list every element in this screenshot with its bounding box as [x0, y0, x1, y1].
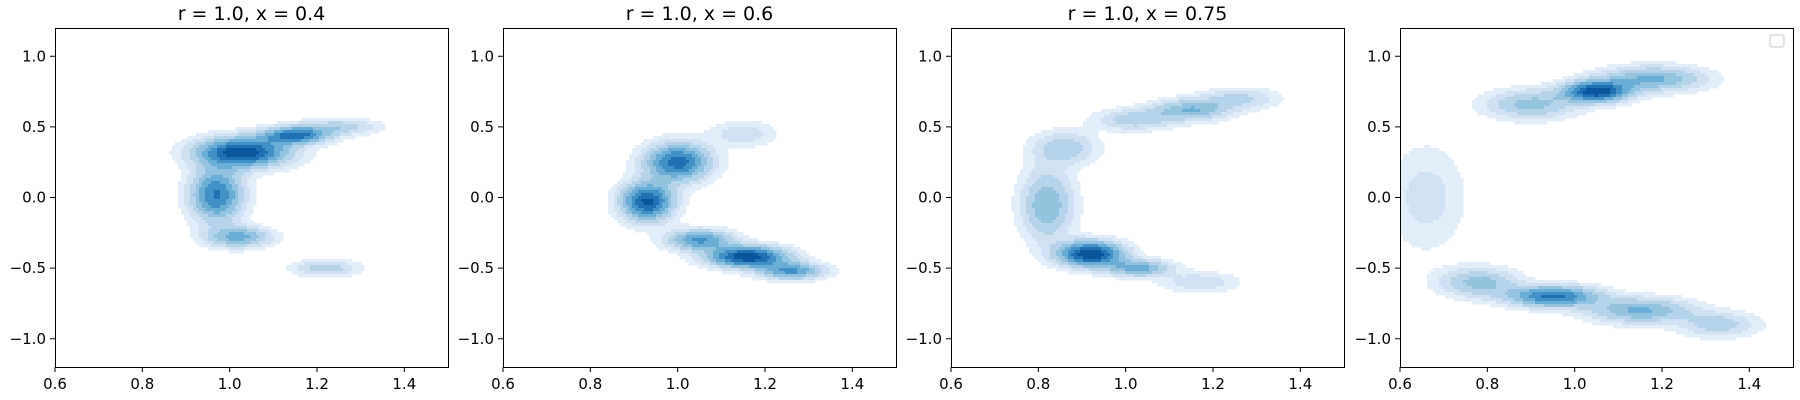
x-tick-label: 1.0	[666, 375, 690, 393]
axes-frame-3	[951, 28, 1345, 368]
y-tick-label: −0.5	[10, 259, 46, 277]
x-tick-label: 0.6	[491, 375, 515, 393]
x-tick-label: 1.2	[305, 375, 329, 393]
y-tick-label: 0.5	[918, 118, 942, 136]
y-tick-label: 1.0	[22, 47, 46, 65]
x-tick-label: 0.6	[939, 375, 963, 393]
x-tick-label: 1.2	[753, 375, 777, 393]
y-tick-label: 0.0	[1367, 189, 1391, 207]
x-tick-label: 0.8	[578, 375, 602, 393]
y-tick-label: −0.5	[906, 259, 942, 277]
y-tick-label: 1.0	[470, 47, 494, 65]
axes-frame-2	[503, 28, 897, 368]
legend-box	[1769, 34, 1785, 48]
x-tick-label: 1.0	[1114, 375, 1138, 393]
x-tick-label: 1.4	[840, 375, 864, 393]
x-tick-label: 1.4	[1288, 375, 1312, 393]
panel-title-1: r = 1.0, x = 0.4	[178, 3, 326, 25]
y-tick-label: 0.5	[470, 118, 494, 136]
x-tick-label: 1.2	[1650, 375, 1674, 393]
x-tick-label: 1.0	[218, 375, 242, 393]
axes-frame-1	[55, 28, 449, 368]
y-tick-label: 0.0	[22, 189, 46, 207]
y-tick-label: 1.0	[918, 47, 942, 65]
x-tick-label: 1.4	[1737, 375, 1761, 393]
density-contour-fill-1	[169, 118, 386, 278]
y-tick-label: 0.0	[470, 189, 494, 207]
x-tick-label: 0.8	[1475, 375, 1499, 393]
y-tick-label: 0.5	[22, 118, 46, 136]
y-tick-label: 1.0	[1367, 47, 1391, 65]
x-tick-label: 1.2	[1201, 375, 1225, 393]
y-tick-label: −0.5	[458, 259, 494, 277]
density-contour-fill-3	[1011, 88, 1285, 293]
y-tick-label: −1.0	[1355, 330, 1391, 348]
density-contour-fill-2	[608, 121, 840, 284]
x-tick-label: 0.8	[1026, 375, 1050, 393]
y-tick-label: 0.5	[1367, 118, 1391, 136]
y-tick-label: −1.0	[906, 330, 942, 348]
x-tick-label: 0.8	[130, 375, 154, 393]
x-tick-label: 0.6	[43, 375, 67, 393]
density-contour-fill-4	[1400, 61, 1767, 341]
y-tick-label: −1.0	[458, 330, 494, 348]
y-tick-label: −0.5	[1355, 259, 1391, 277]
axes-frame-4	[1400, 28, 1794, 368]
panel-title-3: r = 1.0, x = 0.75	[1068, 3, 1228, 25]
y-tick-label: −1.0	[10, 330, 46, 348]
y-tick-label: 0.0	[918, 189, 942, 207]
panel-title-2: r = 1.0, x = 0.6	[626, 3, 774, 25]
x-tick-label: 1.4	[392, 375, 416, 393]
x-tick-label: 1.0	[1563, 375, 1587, 393]
x-tick-label: 0.6	[1388, 375, 1412, 393]
